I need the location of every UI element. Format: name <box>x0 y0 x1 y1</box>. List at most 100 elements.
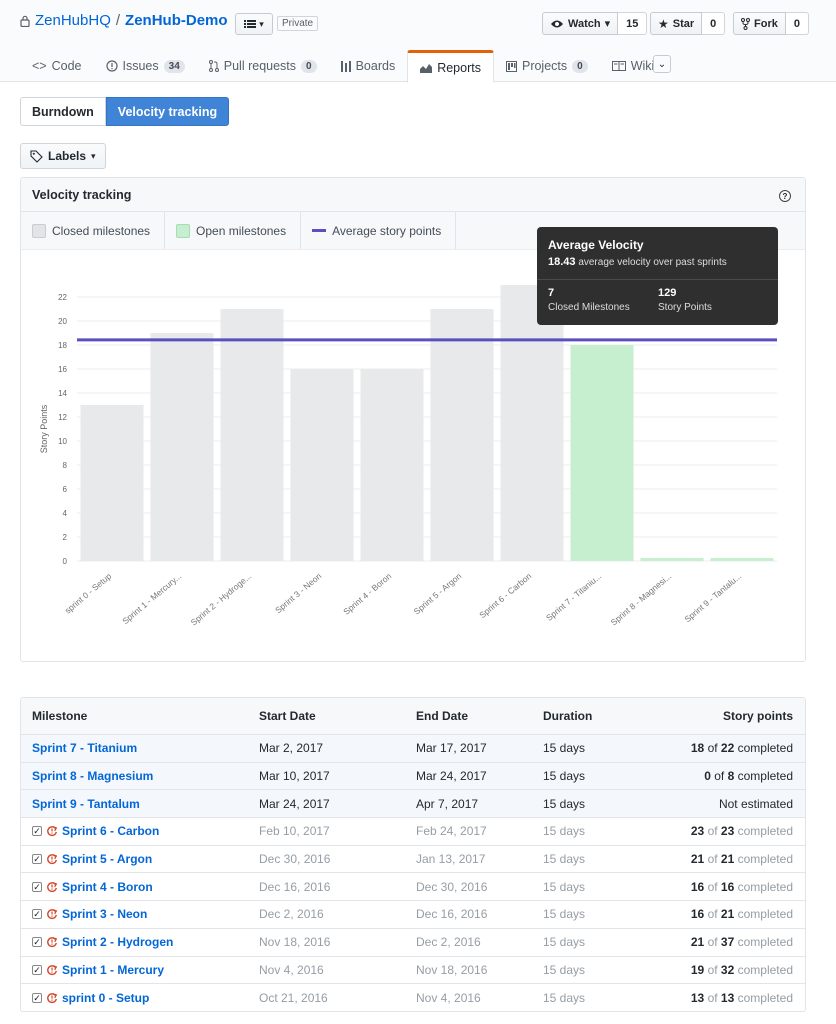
bar-9 <box>710 558 774 561</box>
x-tick-label: Sprint 6 - Carbon <box>477 571 533 620</box>
tab-issues[interactable]: Issues 34 <box>94 50 197 82</box>
watch-count[interactable]: 15 <box>618 12 648 35</box>
graph-icon <box>420 63 433 73</box>
start-date-cell: Nov 4, 2016 <box>259 962 324 977</box>
checkbox[interactable]: ✓ <box>32 826 42 837</box>
duration-cell: 15 days <box>543 824 586 839</box>
checkbox[interactable]: ✓ <box>32 854 42 865</box>
points-done: 21 <box>690 852 705 867</box>
x-tick-label: Sprint 7 - Titaniu... <box>544 571 603 623</box>
milestone-link[interactable]: Sprint 6 - Carbon <box>62 824 160 839</box>
points-suffix: completed <box>737 907 793 922</box>
start-date-cell: Mar 10, 2017 <box>259 769 330 784</box>
tab-pull-requests[interactable]: Pull requests 0 <box>197 50 329 82</box>
legend-closed-milestones[interactable]: Closed milestones <box>21 212 166 249</box>
story-points-cell: 23 of 23 completed <box>642 824 805 838</box>
header-duration[interactable]: Duration <box>543 709 593 723</box>
checkbox[interactable]: ✓ <box>32 937 42 948</box>
bar-2 <box>220 309 284 561</box>
milestone-cell: Sprint 8 - Magnesium <box>21 769 248 783</box>
reopen-milestone-icon[interactable] <box>46 936 58 948</box>
tab-reports[interactable]: Reports <box>407 50 494 83</box>
end-date-cell: Nov 4, 2016 <box>416 990 481 1005</box>
milestone-cell: ✓ sprint 0 - Setup <box>21 991 248 1005</box>
tab-label: Pull requests <box>223 59 297 73</box>
watch-group: Watch ▾ 15 <box>542 12 648 35</box>
header-start-date[interactable]: Start Date <box>259 709 316 723</box>
repo-name-link[interactable]: ZenHub-Demo <box>125 12 228 29</box>
repo-owner-link[interactable]: ZenHubHQ <box>35 12 111 29</box>
checkbox[interactable]: ✓ <box>32 909 42 920</box>
star-count[interactable]: 0 <box>702 12 726 35</box>
star-button[interactable]: ★ Star <box>650 12 703 35</box>
start-date-cell: Dec 16, 2016 <box>259 879 331 894</box>
checkbox[interactable]: ✓ <box>32 964 42 975</box>
open-swatch <box>176 223 191 238</box>
tab-projects[interactable]: Projects 0 <box>494 50 600 82</box>
tab-wiki[interactable]: Wiki <box>600 50 667 82</box>
fork-icon <box>741 17 750 30</box>
points-done: 23 <box>690 824 705 839</box>
issues-count: 34 <box>163 59 185 73</box>
reopen-milestone-icon[interactable] <box>46 881 58 893</box>
labels-filter-button[interactable]: Labels ▾ <box>20 143 106 169</box>
table-row: ✓ Sprint 4 - Boron Dec 16, 2016 Dec 30, 201… <box>21 872 805 900</box>
tab-label: Code <box>51 59 82 73</box>
end-date-cell: Dec 2, 2016 <box>416 935 481 950</box>
reopen-milestone-icon[interactable] <box>46 964 58 976</box>
story-points-cell: 21 of 37 completed <box>642 935 805 949</box>
milestone-link[interactable]: Sprint 4 - Boron <box>62 879 153 894</box>
start-date-cell: Dec 30, 2016 <box>259 852 331 867</box>
milestone-link[interactable]: Sprint 7 - Titanium <box>32 741 138 756</box>
bar-3 <box>290 369 354 561</box>
reopen-milestone-icon[interactable] <box>46 908 58 920</box>
velocity-panel: Velocity tracking ? Closed milestones Op… <box>20 177 806 662</box>
duration-cell: 15 days <box>543 907 586 922</box>
tab-label: Reports <box>437 60 481 75</box>
tab-code[interactable]: <> Code <box>20 50 94 82</box>
duration-cell: 15 days <box>543 796 586 811</box>
legend-open-milestones[interactable]: Open milestones <box>165 212 302 249</box>
milestone-link[interactable]: Sprint 9 - Tantalum <box>32 796 140 811</box>
burndown-button[interactable]: Burndown <box>20 97 106 126</box>
milestone-link[interactable]: Sprint 3 - Neon <box>62 907 148 922</box>
header-milestone[interactable]: Milestone <box>32 709 88 723</box>
table-row: ✓ Sprint 3 - Neon Dec 2, 2016 Dec 16, 2016 1… <box>21 900 805 928</box>
legend-label: Open milestones <box>196 223 287 238</box>
code-icon: <> <box>32 59 47 73</box>
repo-menu-button[interactable]: ▾ <box>235 13 273 35</box>
y-tick-label: 22 <box>58 293 67 302</box>
x-tick-label: Sprint 3 - Neon <box>273 571 323 616</box>
reopen-milestone-icon[interactable] <box>46 992 58 1004</box>
watch-button[interactable]: Watch ▾ <box>542 12 619 35</box>
bar-6 <box>500 285 564 561</box>
milestone-link[interactable]: Sprint 8 - Magnesium <box>32 769 154 784</box>
points-total: 13 <box>720 990 735 1005</box>
table-row: ✓ Sprint 2 - Hydrogen Nov 18, 2016 Dec 2, 2… <box>21 927 805 956</box>
story-points-cell: 18 of 22 completed <box>642 741 805 755</box>
y-tick-label: 2 <box>63 533 68 542</box>
checkbox[interactable]: ✓ <box>32 881 42 892</box>
milestone-link[interactable]: sprint 0 - Setup <box>62 990 150 1005</box>
bar-8 <box>640 558 704 561</box>
velocity-tracking-button[interactable]: Velocity tracking <box>105 97 230 126</box>
milestone-link[interactable]: Sprint 2 - Hydrogen <box>62 935 174 950</box>
header-end-date[interactable]: End Date <box>416 709 469 723</box>
fork-button[interactable]: Fork <box>733 12 786 35</box>
fork-count[interactable]: 0 <box>785 12 809 35</box>
points-suffix: completed <box>737 824 793 839</box>
legend-average-story-points[interactable]: Average story points <box>301 212 457 249</box>
watch-label: Watch <box>568 17 601 30</box>
bar-5 <box>430 309 494 561</box>
end-date-cell: Nov 18, 2016 <box>416 962 488 977</box>
story-points-cell: 16 of 16 completed <box>642 880 805 894</box>
checkbox[interactable]: ✓ <box>32 992 42 1003</box>
help-icon[interactable]: ? <box>779 190 791 202</box>
milestone-link[interactable]: Sprint 1 - Mercury <box>62 962 165 977</box>
milestone-link[interactable]: Sprint 5 - Argon <box>62 852 153 867</box>
reopen-milestone-icon[interactable] <box>46 853 58 865</box>
tab-boards[interactable]: Boards <box>329 50 408 82</box>
header-story-points[interactable]: Story points <box>722 709 793 723</box>
more-tabs-button[interactable]: ⌄ <box>653 55 671 73</box>
reopen-milestone-icon[interactable] <box>46 825 58 837</box>
